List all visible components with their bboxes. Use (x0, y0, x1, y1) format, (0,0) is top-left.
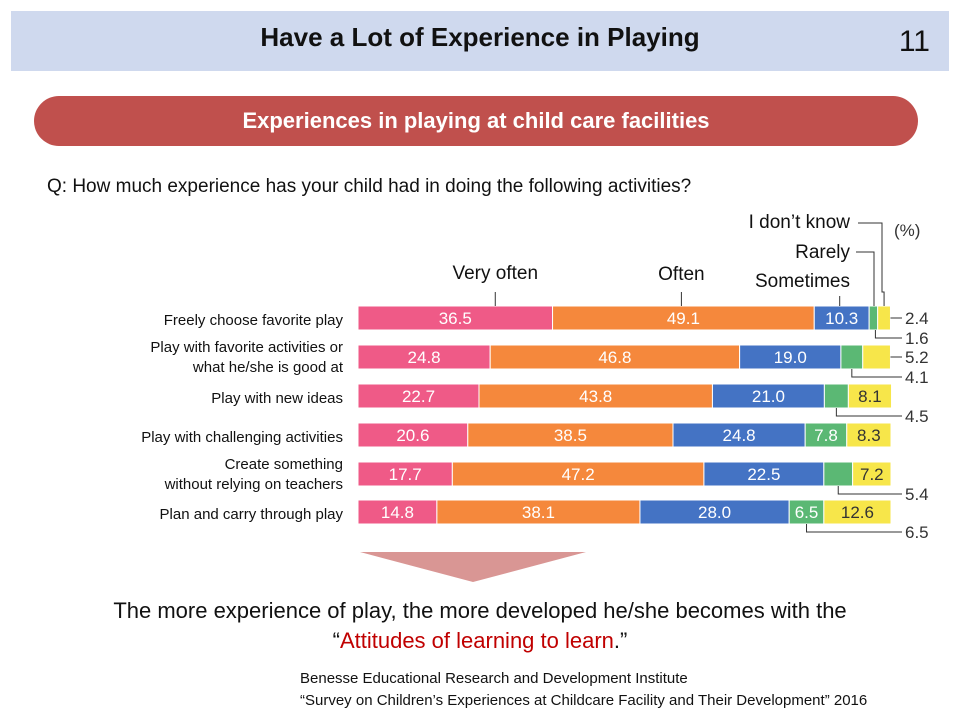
data-label: 22.5 (747, 465, 780, 484)
bar-rarely (823, 383, 849, 409)
bar-dont-know (862, 344, 891, 370)
page-number: 11 (898, 25, 930, 58)
conclusion-line-2: “Attitudes of learning to learn.” (0, 626, 960, 656)
bar-rarely (868, 305, 879, 331)
bar-sometimes (672, 422, 806, 448)
data-label: 28.0 (698, 503, 731, 522)
callout-line (874, 330, 902, 339)
bar-dont-know (846, 422, 892, 448)
data-label: 21.0 (752, 387, 785, 406)
legend-line (856, 251, 875, 306)
category-label: without relying on teachers (164, 476, 343, 493)
category-label: Play with new ideas (211, 390, 343, 407)
source-citation: Benesse Educational Research and Develop… (300, 668, 867, 712)
stacked-bar-chart: Freely choose favorite play 36.5 49.1 10.3 P… (141, 212, 929, 542)
category-label: Play with challenging activities (141, 429, 343, 446)
callout-line (806, 524, 902, 533)
bar-dont-know (847, 383, 893, 409)
callout-line (837, 486, 902, 495)
unit-label: (%) (894, 221, 920, 240)
data-label: 1.6 (905, 329, 929, 348)
data-label: 43.8 (579, 387, 612, 406)
bar-dont-know (823, 499, 892, 525)
bar-very-often (357, 422, 469, 448)
bar-often (451, 461, 705, 487)
bar-sometimes (739, 344, 842, 370)
conclusion: The more experience of play, the more de… (0, 596, 960, 656)
legend-very-often: Very often (452, 263, 538, 284)
bar-sometimes (639, 499, 790, 525)
source-org: Benesse Educational Research and Develop… (300, 670, 688, 687)
bar-very-often (357, 344, 491, 370)
category-label: Plan and carry through play (160, 506, 344, 523)
close-quote: .” (613, 628, 628, 653)
data-label: 6.5 (795, 503, 819, 522)
category-label: Create something (225, 456, 343, 473)
data-label: 19.0 (774, 348, 807, 367)
data-label: 14.8 (381, 503, 414, 522)
data-label: 47.2 (562, 465, 595, 484)
highlight-phrase: Attitudes of learning to learn (339, 628, 614, 653)
category-label: Freely choose favorite play (164, 312, 344, 329)
data-label: 10.3 (825, 309, 858, 328)
data-label: 17.7 (389, 465, 422, 484)
bar-often (467, 422, 674, 448)
bar-often (489, 344, 741, 370)
data-label: 8.1 (858, 387, 882, 406)
conclusion-line-1: The more experience of play, the more de… (113, 598, 847, 623)
bar-dont-know (877, 305, 891, 331)
data-label: 46.8 (598, 348, 631, 367)
data-label: 4.1 (905, 368, 929, 387)
data-label: 24.8 (723, 426, 756, 445)
bar-very-often (357, 383, 480, 409)
data-label: 7.2 (860, 465, 884, 484)
data-label: 22.7 (402, 387, 435, 406)
bar-rarely (840, 344, 864, 370)
bar-often (436, 499, 641, 525)
data-label: 2.4 (905, 309, 929, 328)
callout-line (851, 369, 902, 378)
category-label: Play with favorite activities or (150, 339, 343, 356)
data-label: 38.5 (554, 426, 587, 445)
callout-line (835, 408, 902, 417)
data-label: 7.8 (814, 426, 838, 445)
open-quote: “ (332, 628, 340, 653)
data-label: 49.1 (667, 309, 700, 328)
legend-sometimes: Sometimes (755, 271, 850, 292)
bar-very-often (357, 461, 453, 487)
bar-rarely (788, 499, 825, 525)
legend-rarely: Rarely (795, 242, 850, 263)
data-label: 20.6 (396, 426, 429, 445)
legend-line (858, 222, 885, 306)
bar-rarely (804, 422, 848, 448)
bar-very-often (357, 499, 438, 525)
bar-rarely (823, 461, 854, 487)
data-label: 12.6 (841, 503, 874, 522)
data-label: 24.8 (408, 348, 441, 367)
bar-sometimes (703, 461, 825, 487)
legend-often: Often (658, 264, 704, 285)
banner-label: Experiences in playing at child care fac… (242, 108, 710, 133)
bar-dont-know (852, 461, 892, 487)
title-bar (11, 11, 949, 71)
data-label: 4.5 (905, 407, 929, 426)
data-label: 5.2 (905, 348, 929, 367)
survey-question: Q: How much experience has your child ha… (47, 176, 692, 197)
section-banner: Experiences in playing at child care fac… (34, 96, 918, 146)
data-label: 36.5 (439, 309, 472, 328)
legend-dont-know: I don’t know (749, 212, 851, 233)
down-arrow-icon (360, 552, 586, 582)
category-label: what he/she is good at (192, 359, 344, 376)
data-label: 38.1 (522, 503, 555, 522)
data-label: 5.4 (905, 485, 929, 504)
data-label: 6.5 (905, 523, 929, 542)
bar-sometimes (711, 383, 825, 409)
data-label: 8.3 (857, 426, 881, 445)
slide-title: Have a Lot of Experience in Playing (260, 22, 700, 52)
source-survey: “Survey on Children’s Experiences at Chi… (300, 692, 868, 709)
